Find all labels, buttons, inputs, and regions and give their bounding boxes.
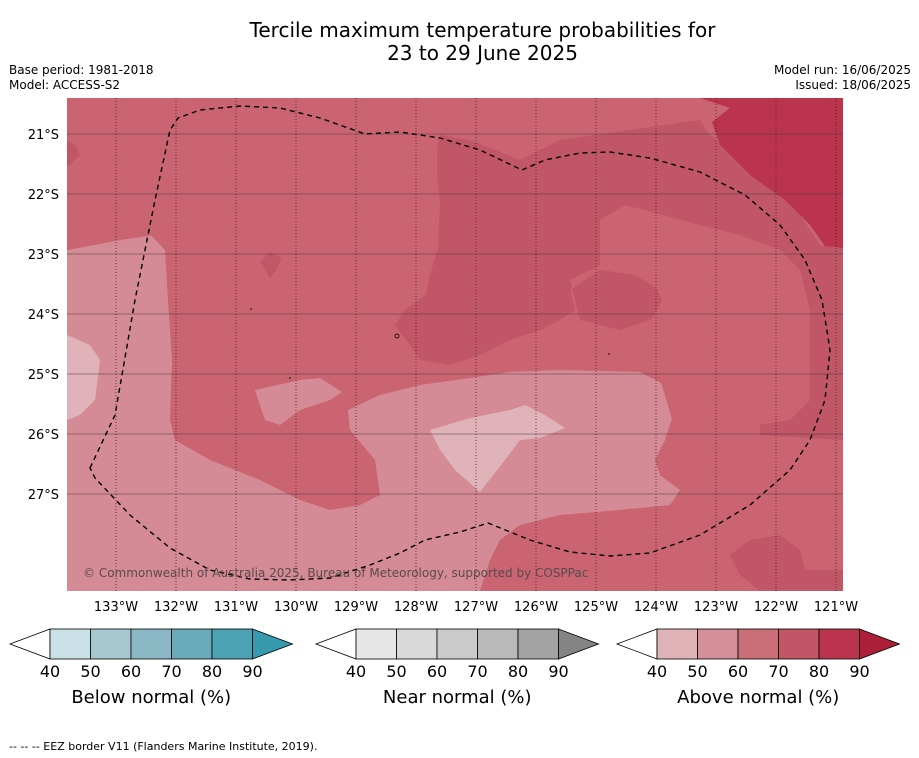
legend-tick-label: 40 [346, 662, 366, 681]
legend-tick-label: 70 [768, 662, 788, 681]
region-above-90-northeast [700, 98, 843, 248]
lon-label: 131°W [214, 600, 258, 615]
legend-swatch [49, 628, 91, 660]
issued-date: Issued: 18/06/2025 [795, 78, 911, 92]
meta-right: Model run: 16/06/2025 Issued: 18/06/2025 [774, 63, 911, 93]
legend-swatch [171, 628, 213, 660]
legend-tick-label: 90 [849, 662, 869, 681]
island-marker [250, 308, 252, 310]
legend-swatch [436, 628, 478, 660]
eez-border [89, 105, 831, 581]
legend-swatch [355, 628, 397, 660]
legend-swatch [396, 628, 438, 660]
latitude-labels: 21°S 22°S 23°S 24°S 25°S 26°S 27°S [28, 128, 59, 503]
legend-min-extend [615, 628, 658, 660]
legend-swatch [477, 628, 519, 660]
lat-label: 21°S [28, 128, 59, 143]
copyright-text: © Commonwealth of Australia 2025, Bureau… [83, 566, 588, 580]
lat-label: 22°S [28, 188, 59, 203]
island-marker [289, 377, 291, 379]
meta-left: Base period: 1981-2018 Model: ACCESS-S2 [9, 63, 154, 93]
lon-label: 133°W [94, 600, 138, 615]
legend-swatch [818, 628, 860, 660]
legend-min-extend [314, 628, 357, 660]
model-name: Model: ACCESS-S2 [9, 78, 121, 92]
island-marker [394, 333, 400, 339]
lon-label: 128°W [394, 600, 438, 615]
legend-tick-label: 50 [80, 662, 100, 681]
legend-title: Above normal (%) [677, 687, 839, 708]
lat-label: 24°S [28, 308, 59, 323]
lon-label: 130°W [274, 600, 318, 615]
legend-swatch [211, 628, 253, 660]
legend-0: 40 50 60 70 80 90 Below normal (%) [8, 628, 294, 708]
eez-footnote: -- -- -- EEZ border V11 (Flanders Marine… [9, 740, 318, 753]
legend-title: Near normal (%) [383, 687, 532, 708]
legend-tick-label: 50 [687, 662, 707, 681]
legend-tick-label: 60 [728, 662, 748, 681]
model-run: Model run: 16/06/2025 [773, 63, 911, 77]
legend-swatch [778, 628, 820, 660]
lat-label: 26°S [28, 428, 59, 443]
region-above-70-80-east-band [600, 215, 808, 440]
legend-tick-label: 70 [161, 662, 181, 681]
legend-tick-label: 90 [242, 662, 262, 681]
lon-label: 121°W [814, 600, 858, 615]
lon-label: 126°W [514, 600, 558, 615]
region-above-50-60-west [67, 335, 100, 420]
legend-tick-label: 60 [427, 662, 447, 681]
legend-tick-label: 50 [386, 662, 406, 681]
lat-label: 25°S [28, 368, 59, 383]
legend-swatch [130, 628, 172, 660]
legend-tick-label: 80 [202, 662, 222, 681]
legend-min-extend [8, 628, 51, 660]
lon-label: 124°W [634, 600, 678, 615]
legend-swatch [90, 628, 132, 660]
region-above-60-70-southwest [67, 232, 680, 591]
chart-title: Tercile maximum temperature probabilitie… [0, 19, 919, 65]
legend-max-extend [252, 628, 294, 660]
legend-tick-label: 70 [467, 662, 487, 681]
legend-max-extend [859, 628, 901, 660]
title-line-2: 23 to 29 June 2025 [387, 41, 578, 65]
region-above-70-80-north-pocket [170, 104, 440, 335]
lon-label: 125°W [574, 600, 618, 615]
legend-tick-label: 80 [508, 662, 528, 681]
region-above-50-60-central [430, 405, 565, 492]
legend-swatch [737, 628, 779, 660]
legend-swatch [697, 628, 739, 660]
region-above-80-90-west-spot [67, 140, 80, 165]
region-above-70-80-northwest-band [67, 98, 175, 250]
legend-swatch [656, 628, 698, 660]
lon-label: 123°W [694, 600, 738, 615]
title-line-1: Tercile maximum temperature probabilitie… [249, 18, 716, 42]
region-above-60-70-central [255, 378, 342, 425]
lon-label: 129°W [334, 600, 378, 615]
map-gridlines [67, 133, 843, 495]
lat-label: 23°S [28, 248, 59, 263]
legend-tick-label: 60 [121, 662, 141, 681]
lat-label: 27°S [28, 488, 59, 503]
legend-tick-label: 80 [809, 662, 829, 681]
region-above-80-90-small-spot [260, 252, 282, 278]
map-field: © Commonwealth of Australia 2025, Bureau… [67, 98, 843, 591]
island-marker [608, 353, 610, 355]
longitude-labels: 133°W 132°W 131°W 130°W 129°W 128°W 127°… [94, 600, 858, 615]
lon-label: 127°W [454, 600, 498, 615]
base-period: Base period: 1981-2018 [9, 63, 154, 77]
legend-tick-label: 40 [40, 662, 60, 681]
legend-tick-label: 40 [647, 662, 667, 681]
legends: 40 50 60 70 80 90 Below normal (%) 40 50 60 70 80 90… [8, 628, 901, 708]
region-above-80-90-north [67, 98, 843, 591]
legend-swatch [517, 628, 559, 660]
legend-title: Below normal (%) [71, 687, 231, 708]
map-meridians [115, 98, 837, 591]
legend-2: 40 50 60 70 80 90 Above normal (%) [615, 628, 901, 708]
legend-tick-label: 90 [548, 662, 568, 681]
lon-label: 132°W [154, 600, 198, 615]
lon-label: 122°W [754, 600, 798, 615]
legend-1: 40 50 60 70 80 90 Near normal (%) [314, 628, 600, 708]
legend-max-extend [558, 628, 600, 660]
